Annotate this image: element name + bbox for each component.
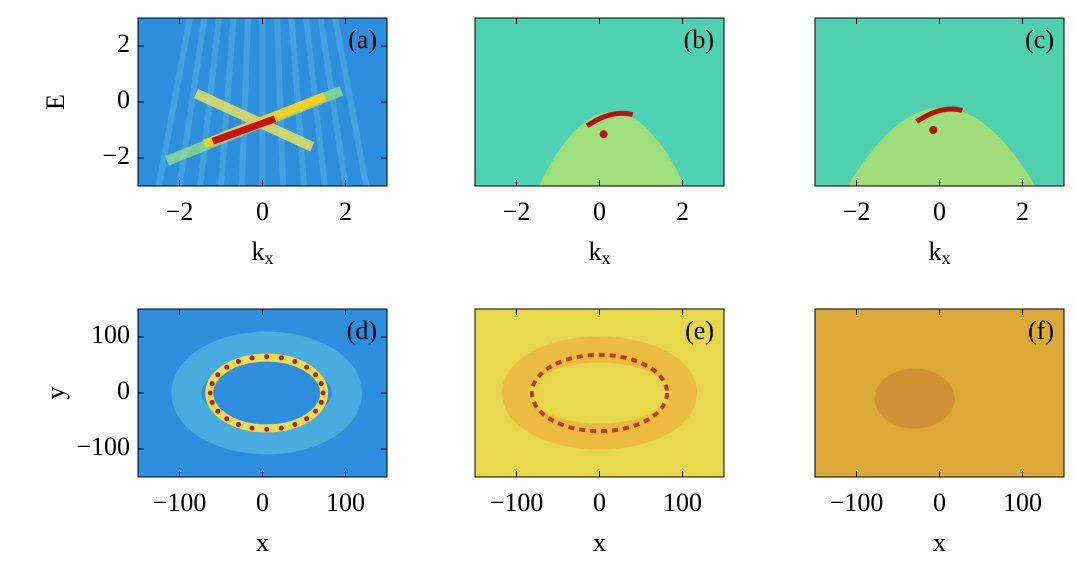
y-tick-label: 0: [117, 376, 130, 405]
heatmap-feature: [529, 352, 670, 434]
heatmap-feature: [235, 358, 241, 364]
x-tick-label: 2: [676, 197, 689, 226]
x-axis-label: x: [256, 528, 269, 557]
heatmap-feature: [318, 399, 324, 405]
heatmap: [815, 309, 1064, 477]
x-axis-label: kx: [929, 237, 951, 268]
heatmap-feature: [929, 126, 938, 134]
heatmap-feature: [313, 372, 319, 378]
heatmap-feature: [874, 368, 955, 429]
x-axis-label: kx: [589, 237, 611, 268]
heatmap: [475, 309, 724, 477]
x-axis-label-subscript: x: [265, 248, 274, 268]
heatmap-feature: [292, 358, 298, 364]
heatmap-feature: [224, 416, 230, 422]
x-axis-label-text: k: [252, 237, 265, 266]
heatmap-streak: [332, 18, 370, 186]
x-tick-label: 100: [1003, 488, 1042, 517]
x-axis-label-text: k: [929, 237, 942, 266]
heatmap-feature: [278, 355, 284, 361]
heatmap-feature: [502, 336, 697, 450]
heatmap-feature: [235, 422, 241, 428]
heatmap-feature: [599, 130, 608, 139]
heatmap-streak: [274, 18, 287, 186]
heatmap-feature: [224, 364, 230, 370]
heatmap: [475, 18, 724, 186]
heatmap-feature: [209, 399, 215, 405]
heatmap-feature: [264, 354, 270, 360]
x-tick-label: −100: [830, 488, 884, 517]
heatmap-streak: [288, 18, 307, 186]
panel-label: (e): [685, 316, 714, 345]
heatmap-feature: [249, 425, 255, 431]
heatmap-streak: [238, 18, 251, 186]
panel-label: (d): [347, 316, 377, 345]
panel-label: (a): [348, 25, 377, 54]
heatmap-streak: [317, 18, 349, 186]
heatmap-feature: [171, 331, 362, 455]
x-tick-label: 0: [933, 197, 946, 226]
heatmap-feature: [847, 107, 1036, 186]
heatmap-streak: [218, 18, 237, 186]
x-tick-label: 0: [933, 488, 946, 517]
heatmap-feature: [215, 372, 221, 378]
heatmap-feature: [585, 110, 634, 128]
x-axis-label: x: [593, 528, 606, 557]
heatmap-feature: [915, 106, 963, 124]
y-tick-label: −2: [102, 141, 130, 170]
x-axis-label: kx: [252, 237, 274, 268]
x-tick-label: 0: [593, 197, 606, 226]
x-tick-label: 0: [256, 197, 269, 226]
heatmap-feature: [538, 111, 686, 186]
heatmap-feature: [278, 425, 284, 431]
panel-label: (c): [1025, 25, 1054, 54]
y-axis-label: E: [41, 94, 70, 110]
x-axis-label: x: [933, 528, 946, 557]
heatmap-feature: [207, 390, 213, 396]
heatmap-feature: [211, 115, 277, 145]
heatmap-feature: [313, 408, 319, 414]
heatmap-feature: [249, 355, 255, 361]
heatmap: [815, 18, 1064, 186]
x-axis-label-text: x: [256, 528, 269, 557]
heatmap-feature: [320, 390, 326, 396]
x-tick-label: 0: [256, 488, 269, 517]
heatmap-feature: [292, 422, 298, 428]
heatmap-feature: [264, 426, 270, 432]
x-tick-label: −2: [166, 197, 194, 226]
y-tick-label: 0: [117, 85, 130, 114]
x-axis-label-text: k: [589, 237, 602, 266]
panel-label: (f): [1028, 316, 1054, 345]
x-tick-label: 100: [663, 488, 702, 517]
y-tick-label: 2: [117, 29, 130, 58]
x-tick-label: 0: [593, 488, 606, 517]
x-tick-label: 100: [326, 488, 365, 517]
y-tick-label: −100: [76, 432, 130, 461]
x-tick-label: −2: [503, 197, 531, 226]
heatmap-streak: [155, 18, 193, 186]
x-axis-label-text: x: [933, 528, 946, 557]
x-tick-label: −100: [490, 488, 544, 517]
heatmap: [138, 309, 387, 477]
heatmap-feature: [304, 364, 310, 370]
heatmap-feature: [209, 381, 215, 387]
heatmap-feature: [304, 416, 310, 422]
x-axis-label-subscript: x: [942, 248, 951, 268]
panel-label: (b): [684, 25, 714, 54]
heatmap: [138, 18, 387, 186]
x-tick-label: −2: [843, 197, 871, 226]
x-axis-label-subscript: x: [602, 248, 611, 268]
y-tick-label: 100: [91, 320, 130, 349]
x-tick-label: 2: [339, 197, 352, 226]
heatmap-feature: [215, 408, 221, 414]
x-axis-label-text: x: [593, 528, 606, 557]
y-axis-label: y: [41, 387, 70, 400]
x-tick-label: 2: [1016, 197, 1029, 226]
x-tick-label: −100: [153, 488, 207, 517]
heatmap-feature: [318, 381, 324, 387]
